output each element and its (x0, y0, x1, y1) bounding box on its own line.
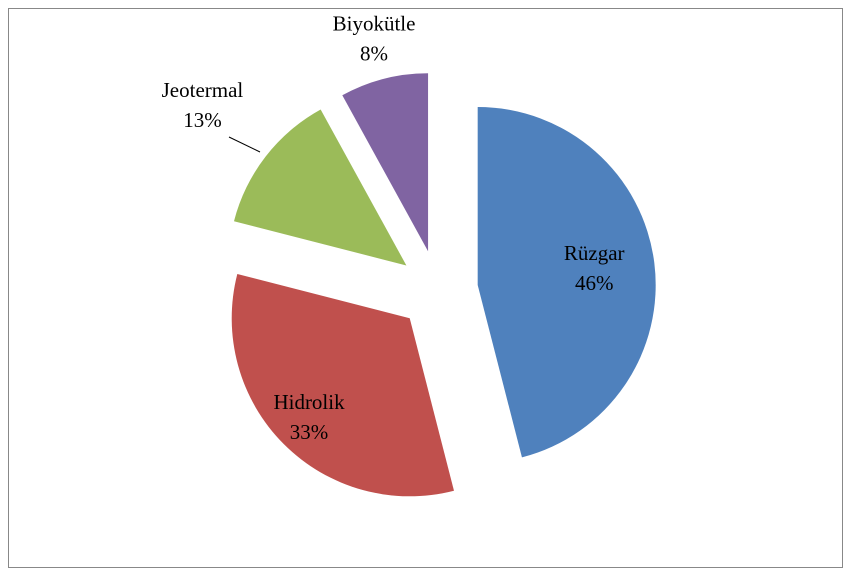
slice-label: Hidrolik (273, 390, 345, 414)
pie-slice (342, 73, 429, 252)
slice-value-label: 46% (575, 271, 614, 295)
pie-slice (477, 106, 656, 458)
leader-line (228, 136, 261, 153)
slice-value-label: 8% (360, 42, 388, 66)
slice-label: Biyokütle (333, 12, 416, 36)
slice-value-label: 33% (290, 420, 329, 444)
pie-slice (231, 274, 454, 497)
pie-slice (233, 109, 407, 266)
slice-label: Jeotermal (162, 78, 244, 102)
slice-value-label: 13% (183, 108, 222, 132)
slice-label: Rüzgar (564, 241, 625, 265)
